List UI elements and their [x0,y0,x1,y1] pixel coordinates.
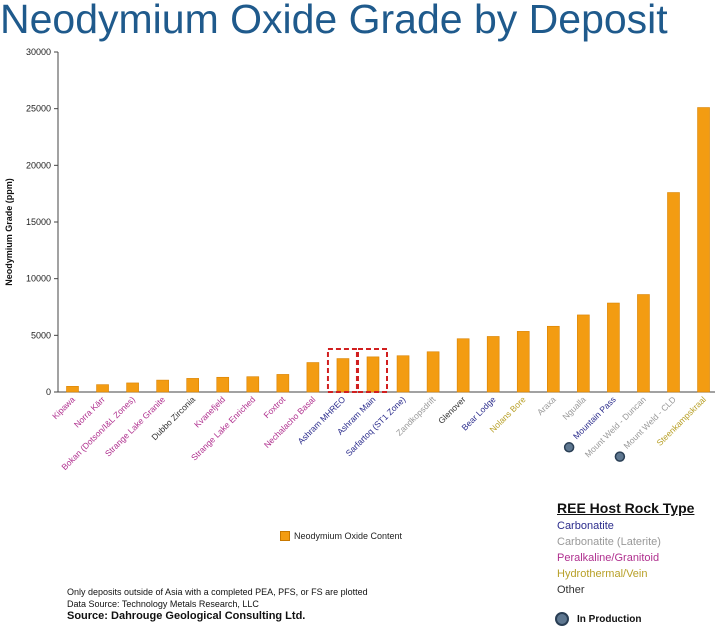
x-tick-label: Nechalacho Basal [262,394,318,450]
y-tick-label: 20000 [26,160,51,170]
y-tick-label: 0 [46,387,51,397]
bar [516,331,530,393]
bar [426,351,440,393]
legend-swatch [280,531,290,541]
bar [607,302,620,393]
host-rock-item-peralkaline: Peralkaline/Granitoid [557,552,660,564]
bar [156,379,169,393]
bar [126,382,139,393]
bar [66,386,79,393]
highlight-box [357,348,388,393]
bar [336,358,350,393]
x-tick-label: Araxa [535,394,558,417]
bar [186,378,199,393]
host-rock-item-hydrothermal: Hydrothermal/Vein [557,568,648,580]
notes: Only deposits outside of Asia with a com… [67,586,368,622]
host-rock-item-other: Other [557,584,585,596]
note-line-2: Data Source: Technology Metals Research,… [67,599,259,609]
bar [216,376,230,393]
bar [456,338,470,393]
x-tick-label: Kipawa [50,394,77,421]
bar [96,384,109,393]
bar [246,376,260,393]
bar [276,374,290,393]
source-credit: Source: Dahrouge Geological Consulting L… [67,610,306,622]
bar [697,107,710,393]
bar [486,336,500,393]
host-rock-legend: REE Host Rock Type Carbonatite Carbonati… [557,500,694,598]
bar [396,355,410,393]
y-tick-label: 30000 [26,47,51,57]
y-tick-label: 25000 [26,104,51,114]
bar [546,325,560,393]
highlight-box [326,348,358,393]
bar [637,294,650,393]
host-rock-title: REE Host Rock Type [557,500,695,516]
x-tick-label: Ngualla [560,394,588,422]
bar [667,192,680,393]
chart-title: Neodymium Oxide Grade by Deposit [0,0,668,42]
in-production-label: In Production [577,613,642,625]
bar [306,362,320,393]
series-legend: Neodymium Oxide Content [280,531,402,541]
y-tick-label: 5000 [31,330,51,340]
y-tick-label: 15000 [26,217,51,227]
y-tick-label: 10000 [26,274,51,284]
in-production-icon [555,612,569,626]
in-production-legend: In Production [555,612,641,626]
in-production-marker [563,442,575,453]
x-tick-label: Mount Weld - CLD [622,394,678,450]
bar [366,356,380,393]
host-rock-item-laterite: Carbonatite (Laterite) [557,536,661,548]
note-line-1: Only deposits outside of Asia with a com… [67,587,368,597]
host-rock-item-carbonatite: Carbonatite [557,520,614,532]
y-axis-label: Neodymium Grade (ppm) [4,178,14,286]
bar [577,314,590,393]
x-tick-label: Foxtrot [261,394,287,420]
legend-label: Neodymium Oxide Content [294,531,403,541]
in-production-marker [614,451,626,462]
